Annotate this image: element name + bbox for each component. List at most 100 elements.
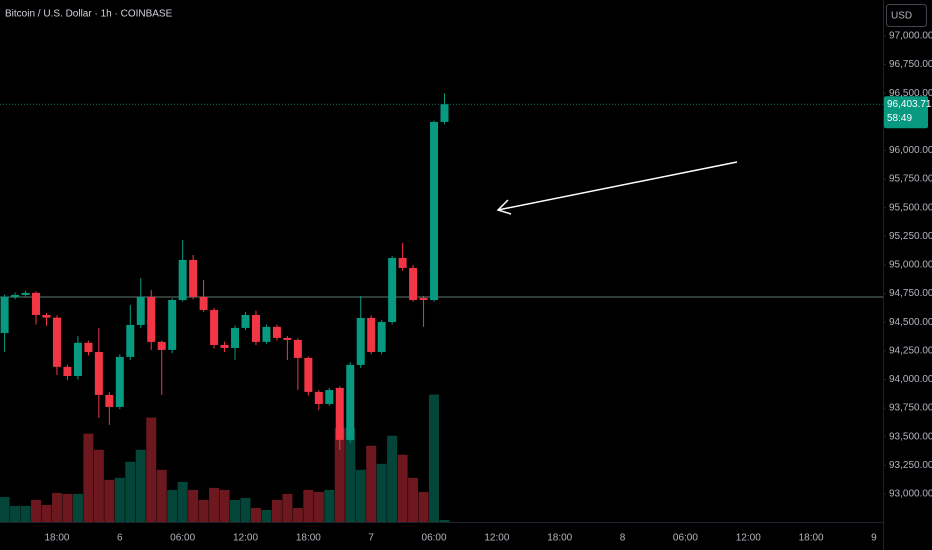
x-tick-label: 12:00 <box>484 533 509 544</box>
candle-body <box>84 342 93 352</box>
candle-body <box>398 257 407 268</box>
plot-area <box>0 93 883 522</box>
volume-bar <box>230 499 241 522</box>
candle-body <box>409 267 418 300</box>
candle-body <box>0 296 9 333</box>
candle-body <box>220 344 229 348</box>
y-tick-label: 94,250.00 <box>889 345 932 356</box>
volume-bar <box>219 489 230 522</box>
y-tick-label: 93,750.00 <box>889 403 932 414</box>
volume-bar <box>292 507 303 522</box>
volume-bar <box>250 507 261 522</box>
overlay: 96,403.71 58:49 <box>496 96 932 215</box>
volume-bar <box>51 492 62 522</box>
volume-bar <box>408 477 419 522</box>
volume-bar <box>345 427 356 522</box>
arrow-head <box>496 199 512 215</box>
volume-bar <box>303 489 314 522</box>
volume-bar <box>62 493 73 522</box>
currency-button[interactable] <box>886 4 927 27</box>
volume-bar <box>41 504 52 522</box>
candle-body <box>293 339 302 358</box>
candle-body <box>241 314 250 328</box>
y-tick-label: 95,000.00 <box>889 260 932 271</box>
volume-bar <box>355 469 366 522</box>
y-tick-label: 97,000.00 <box>889 31 932 42</box>
volume-bar <box>366 445 377 522</box>
volume-bar <box>104 479 115 522</box>
volume-bar <box>0 496 10 522</box>
countdown-label: 58:49 <box>887 113 912 124</box>
candle-body <box>419 297 428 300</box>
volume-bar <box>83 433 94 522</box>
arrow-line <box>497 161 738 211</box>
candle-body <box>32 292 41 315</box>
candle-body <box>283 337 292 340</box>
candle-body <box>115 356 124 407</box>
last-price-label: 96,403.71 <box>887 99 932 110</box>
x-tick-label: 18:00 <box>296 533 321 544</box>
candle-body <box>377 321 386 352</box>
candle-body <box>199 296 208 310</box>
y-tick-label: 95,250.00 <box>889 231 932 242</box>
x-tick-label: 18:00 <box>44 533 69 544</box>
y-tick-label: 93,500.00 <box>889 431 932 442</box>
x-tick-label: 06:00 <box>422 533 447 544</box>
y-tick-label: 95,500.00 <box>889 202 932 213</box>
volume-bar <box>125 461 136 522</box>
volume-bar <box>324 489 335 522</box>
candle-body <box>367 317 376 352</box>
candle-body <box>94 351 103 395</box>
candle-body <box>335 387 344 440</box>
volume-bar <box>429 394 440 522</box>
y-tick-label: 94,750.00 <box>889 288 932 299</box>
volume-bar <box>261 509 272 522</box>
volume-bar <box>198 499 209 522</box>
y-tick-label: 94,500.00 <box>889 317 932 328</box>
x-tick-label: 12:00 <box>736 533 761 544</box>
x-tick-label: 18:00 <box>799 533 824 544</box>
volume-bar <box>72 493 83 522</box>
y-tick-label: 93,250.00 <box>889 460 932 471</box>
candle-body <box>346 364 355 440</box>
volume-bar <box>135 449 146 522</box>
candle-body <box>157 341 166 350</box>
volume-bar <box>93 449 104 522</box>
candle-body <box>21 292 30 295</box>
x-tick-label: 06:00 <box>170 533 195 544</box>
candle-body <box>325 389 334 404</box>
volume-bar <box>10 505 21 522</box>
y-tick-label: 93,000.00 <box>889 489 932 500</box>
volume-bar <box>439 519 450 522</box>
candle-body <box>105 394 114 407</box>
candle-body <box>178 259 187 300</box>
volume-bar <box>282 493 293 522</box>
x-tick-label: 12:00 <box>233 533 258 544</box>
volume-bar <box>146 417 157 522</box>
candle-body <box>356 317 365 365</box>
volume-bar <box>188 489 199 522</box>
candle-body <box>210 309 219 345</box>
candle-body <box>251 314 260 342</box>
volume-bar <box>114 477 125 522</box>
volume-bar <box>167 489 178 522</box>
candle-body <box>262 326 271 342</box>
volume-bar <box>271 499 282 522</box>
candle-body <box>73 342 82 377</box>
volume-bar <box>209 487 220 522</box>
y-tick-label: 96,000.00 <box>889 145 932 156</box>
chart-title: Bitcoin / U.S. Dollar · 1h · COINBASE <box>5 9 173 20</box>
candle-body <box>304 357 313 392</box>
y-tick-label: 96,750.00 <box>889 59 932 70</box>
y-tick-label: 96,500.00 <box>889 88 932 99</box>
currency-label[interactable]: USD <box>891 11 912 22</box>
y-tick-label: 94,000.00 <box>889 374 932 385</box>
y-tick-label: 95,750.00 <box>889 174 932 185</box>
volume-bar <box>313 491 324 522</box>
candle-body <box>136 296 145 325</box>
volume-bar <box>397 454 408 522</box>
x-tick-label: 9 <box>871 533 877 544</box>
